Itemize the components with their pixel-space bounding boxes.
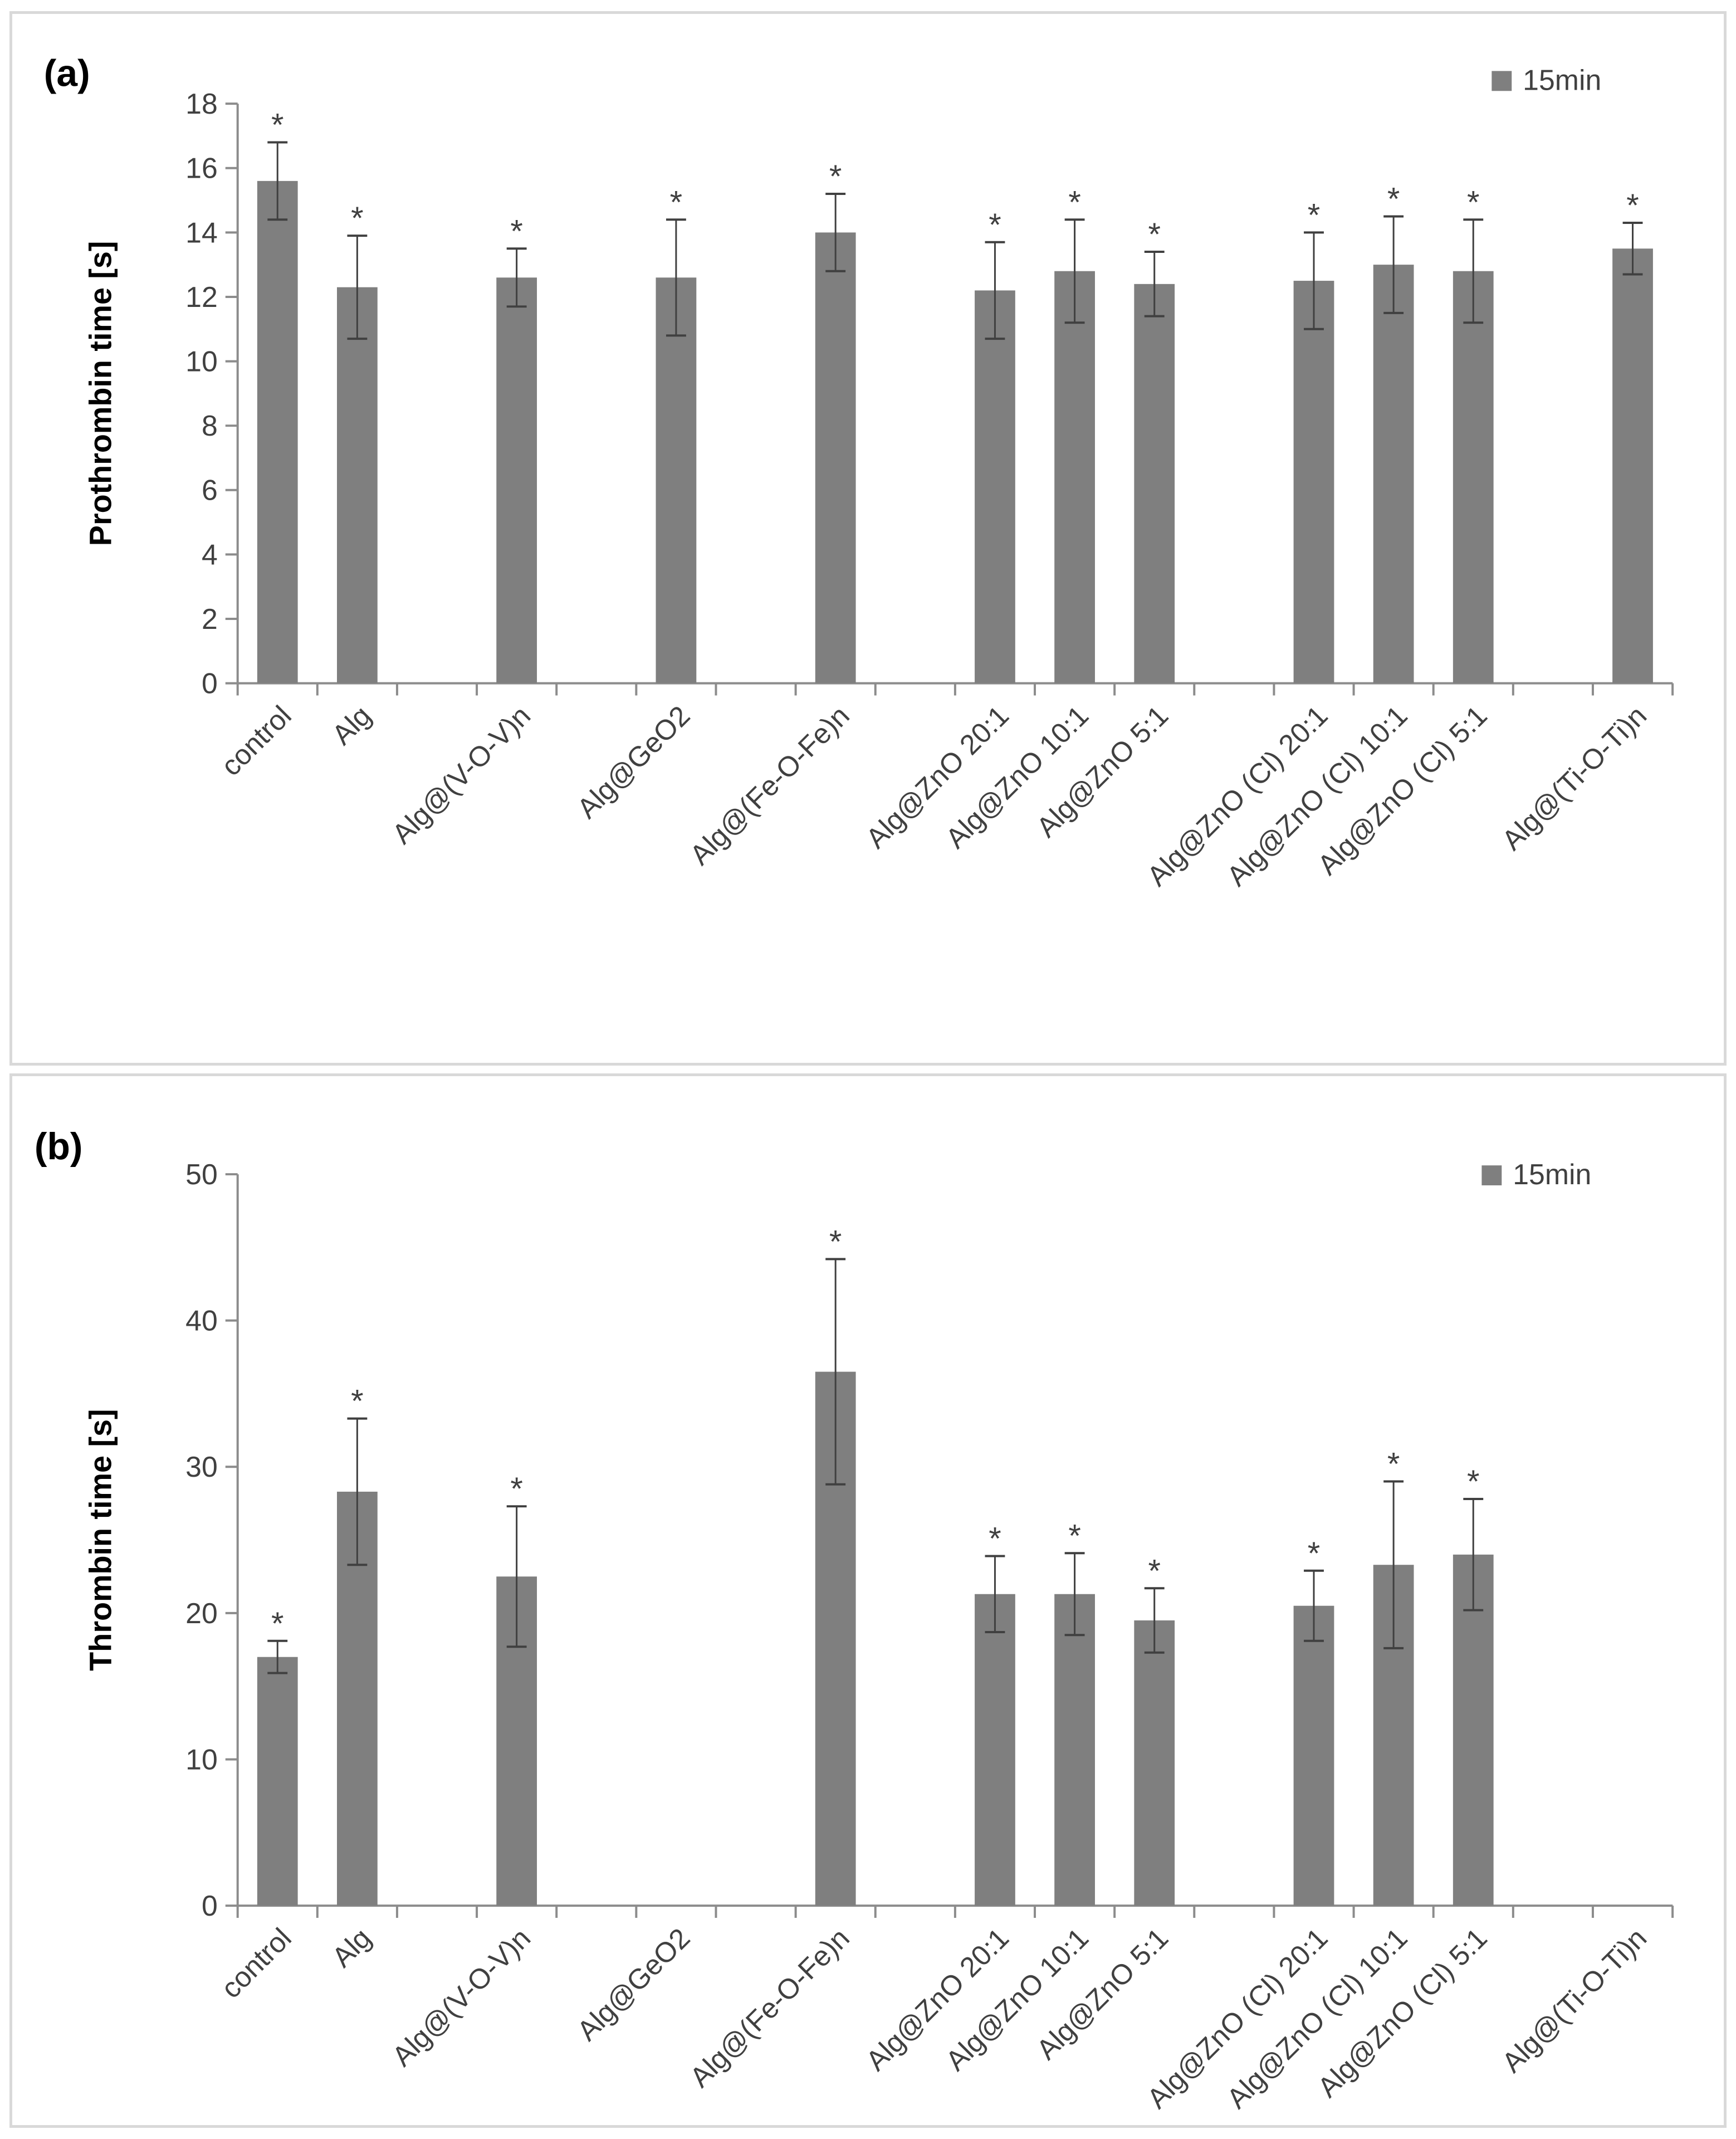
x-tick-label: Alg@GeO2 bbox=[571, 700, 696, 824]
significance-marker: * bbox=[1626, 188, 1639, 223]
legend-label: 15min bbox=[1513, 1158, 1591, 1190]
significance-marker: * bbox=[1148, 217, 1161, 252]
bar bbox=[1373, 265, 1414, 683]
significance-marker: * bbox=[1387, 182, 1400, 217]
bar bbox=[1453, 271, 1494, 683]
bar bbox=[1134, 1620, 1175, 1906]
x-tick-label: control bbox=[215, 1922, 297, 2004]
x-tick-label: Alg@ZnO 10:1 bbox=[940, 700, 1095, 854]
bar bbox=[975, 1594, 1015, 1906]
x-tick-label: Alg@(V-O-V)n bbox=[386, 700, 537, 850]
y-tick-label: 10 bbox=[185, 1743, 218, 1775]
bar bbox=[1453, 1554, 1494, 1906]
x-tick-label: Alg@(Ti-O-Ti)n bbox=[1495, 1922, 1652, 2078]
y-axis-label: Thrombin time [s] bbox=[83, 1409, 118, 1671]
bar bbox=[496, 277, 537, 683]
panel-label: (b) bbox=[35, 1126, 83, 1168]
bar bbox=[975, 290, 1015, 683]
significance-marker: * bbox=[1068, 1518, 1081, 1554]
x-tick-label: Alg@ZnO 20:1 bbox=[860, 1922, 1015, 2077]
significance-marker: * bbox=[271, 108, 284, 143]
x-tick-label: Alg@GeO2 bbox=[571, 1922, 696, 2047]
legend-swatch bbox=[1492, 71, 1512, 91]
bar bbox=[1293, 1605, 1334, 1906]
significance-marker: * bbox=[989, 207, 1001, 243]
x-tick-label: control bbox=[215, 700, 297, 782]
significance-marker: * bbox=[1148, 1553, 1161, 1589]
y-tick-label: 14 bbox=[185, 216, 218, 248]
significance-marker: * bbox=[1308, 197, 1321, 233]
significance-marker: * bbox=[1467, 184, 1480, 220]
thrombin-time-chart: (b) Thrombin time [s] 0 10 20 30 40 50 * control *… bbox=[35, 1126, 1674, 2114]
y-tick-label: 16 bbox=[185, 152, 218, 184]
y-tick-label: 0 bbox=[202, 1889, 218, 1922]
significance-marker: * bbox=[271, 1606, 284, 1642]
x-tick-label: Alg@ZnO 10:1 bbox=[940, 1922, 1095, 2077]
y-tick-label: 18 bbox=[185, 87, 218, 120]
y-tick-label: 20 bbox=[185, 1597, 218, 1629]
significance-marker: * bbox=[989, 1521, 1001, 1557]
significance-marker: * bbox=[1387, 1447, 1400, 1482]
x-tick-label: Alg@(Fe-O-Fe)n bbox=[683, 700, 855, 871]
y-axis-label: Prothrombin time [s] bbox=[83, 241, 118, 546]
x-tick-label: Alg@(Ti-O-Ti)n bbox=[1495, 700, 1652, 856]
legend-label: 15min bbox=[1523, 64, 1601, 96]
bar bbox=[337, 287, 378, 683]
bar bbox=[1054, 271, 1095, 683]
y-tick-label: 2 bbox=[202, 603, 218, 635]
x-tick-label: Alg@(V-O-V)n bbox=[386, 1922, 537, 2072]
significance-marker: * bbox=[829, 159, 842, 194]
significance-marker: * bbox=[510, 213, 523, 249]
panel-label: (a) bbox=[44, 52, 90, 94]
panel-a: (a) Prothrombin time [s] 0 2 4 6 8 10 12 14 16 18 * c… bbox=[9, 11, 1727, 1066]
significance-marker: * bbox=[829, 1224, 842, 1259]
panel-b: (b) Thrombin time [s] 0 10 20 30 40 50 * control *… bbox=[9, 1073, 1727, 2128]
y-tick-label: 10 bbox=[185, 345, 218, 378]
significance-marker: * bbox=[670, 184, 683, 220]
significance-marker: * bbox=[351, 201, 364, 236]
bar bbox=[1054, 1594, 1095, 1906]
bar bbox=[1293, 281, 1334, 683]
bar bbox=[815, 232, 856, 683]
bar bbox=[257, 1657, 298, 1906]
significance-marker: * bbox=[1467, 1464, 1480, 1500]
significance-marker: * bbox=[510, 1471, 523, 1507]
y-tick-label: 6 bbox=[202, 474, 218, 506]
bar bbox=[1134, 284, 1175, 683]
y-tick-label: 4 bbox=[202, 538, 218, 570]
significance-marker: * bbox=[351, 1384, 364, 1419]
significance-marker: * bbox=[1068, 184, 1081, 220]
y-tick-label: 30 bbox=[185, 1451, 218, 1483]
x-tick-label: Alg@ZnO 20:1 bbox=[860, 700, 1015, 854]
y-tick-label: 0 bbox=[202, 667, 218, 700]
y-tick-label: 12 bbox=[185, 281, 218, 313]
x-tick-label: Alg@(Fe-O-Fe)n bbox=[683, 1922, 855, 2093]
legend-swatch bbox=[1481, 1165, 1502, 1185]
x-tick-label: Alg bbox=[326, 1922, 377, 1973]
bar bbox=[656, 277, 697, 683]
prothrombin-time-chart: (a) Prothrombin time [s] 0 2 4 6 8 10 12 14 16 18 * c… bbox=[44, 52, 1674, 892]
bar bbox=[257, 180, 298, 683]
significance-marker: * bbox=[1308, 1536, 1321, 1571]
y-tick-label: 40 bbox=[185, 1305, 218, 1337]
y-tick-label: 50 bbox=[185, 1158, 218, 1190]
bar bbox=[1612, 248, 1653, 683]
x-tick-label: Alg bbox=[326, 700, 377, 751]
y-tick-label: 8 bbox=[202, 409, 218, 442]
